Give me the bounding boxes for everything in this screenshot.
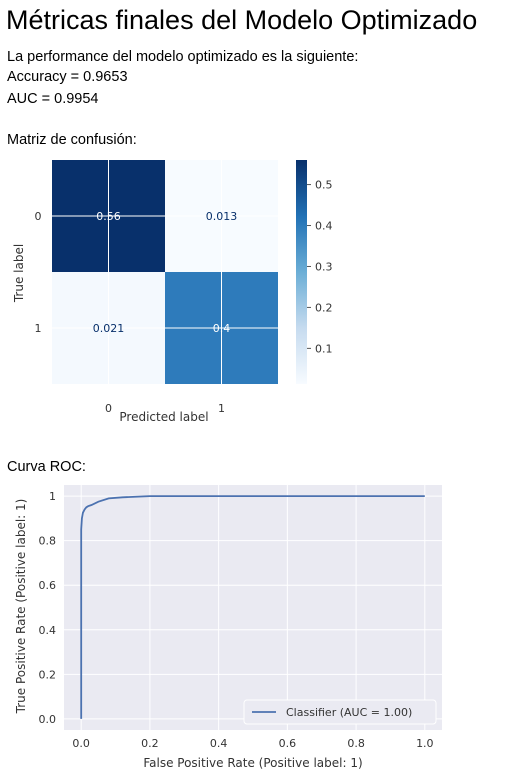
colorbar: [296, 160, 307, 384]
roc-x-tick-label: 0.8: [347, 737, 365, 750]
cm-value-label: 0.4: [213, 322, 231, 335]
confusion-matrix-values: 0.56 0.013 0.021 0.4: [93, 210, 238, 335]
cm-value-label: 0.56: [96, 210, 121, 223]
colorbar-tick-label: 0.4: [315, 220, 333, 233]
roc-series-line: [80, 495, 425, 719]
roc-xlabel: False Positive Rate (Positive label: 1): [143, 756, 362, 770]
legend-box: [243, 699, 437, 725]
confusion-matrix-heading: Matriz de confusión:: [7, 132, 137, 148]
roc-y-tick-label: 0.4: [39, 624, 57, 637]
roc-x-tick-label: 0.6: [279, 737, 297, 750]
roc-x-tick-label: 0.2: [141, 737, 159, 750]
roc-y-ticks: 0.0 0.2 0.4 0.6 0.8 1: [39, 490, 57, 726]
confusion-matrix-cells: [52, 160, 278, 384]
roc-chart: 0.0 0.2 0.4 0.6 0.8 1.0 0.0 0.2 0.4 0.6 0.8 1 Clas…: [14, 485, 442, 770]
roc-y-tick-label: 0.8: [39, 535, 57, 548]
roc-ylabel: True Positive Rate (Positive label: 1): [14, 499, 28, 715]
page-title: Métricas finales del Modelo Optimizado: [6, 5, 478, 35]
roc-y-tick-label: 0.0: [39, 713, 57, 726]
confusion-matrix-ylabel: True label: [12, 244, 26, 303]
cm-x-tick-label: 1: [218, 402, 225, 415]
colorbar-tick-label: 0.2: [315, 301, 333, 314]
cm-y-tick-label: 0: [35, 210, 42, 223]
colorbar-tick-label: 0.3: [315, 260, 333, 273]
roc-x-tick-label: 1.0: [416, 737, 434, 750]
colorbar-tick-label: 0.1: [315, 342, 333, 355]
roc-x-ticks: 0.0 0.2 0.4 0.6 0.8 1.0: [72, 737, 433, 750]
roc-x-tick-label: 0.4: [210, 737, 228, 750]
roc-legend: Classifier (AUC = 1.00): [243, 699, 437, 725]
roc-heading: Curva ROC:: [7, 459, 86, 475]
roc-plot-background: [64, 485, 442, 730]
accuracy-text: Accuracy = 0.9653: [7, 69, 128, 85]
roc-y-tick-label: 0.2: [39, 668, 57, 681]
roc-y-tick-label: 1: [49, 490, 56, 503]
cm-x-tick-label: 0: [105, 402, 112, 415]
roc-y-tick-label: 0.6: [39, 579, 57, 592]
intro-text: La performance del modelo optimizado es …: [7, 49, 359, 65]
colorbar-tick-label: 0.5: [315, 179, 333, 192]
cm-value-label: 0.021: [93, 322, 125, 335]
confusion-matrix-xlabel: Predicted label: [119, 410, 208, 424]
colorbar-ticks: 0.1 0.2 0.3 0.4 0.5: [307, 179, 333, 355]
cm-value-label: 0.013: [206, 210, 238, 223]
roc-x-tick-label: 0.0: [72, 737, 90, 750]
cm-y-tick-label: 1: [35, 322, 42, 335]
auc-text: AUC = 0.9954: [7, 91, 99, 107]
legend-entry: Classifier (AUC = 1.00): [286, 706, 412, 719]
confusion-matrix-y-ticks: 01: [35, 210, 42, 335]
confusion-matrix-grid: [52, 160, 278, 384]
